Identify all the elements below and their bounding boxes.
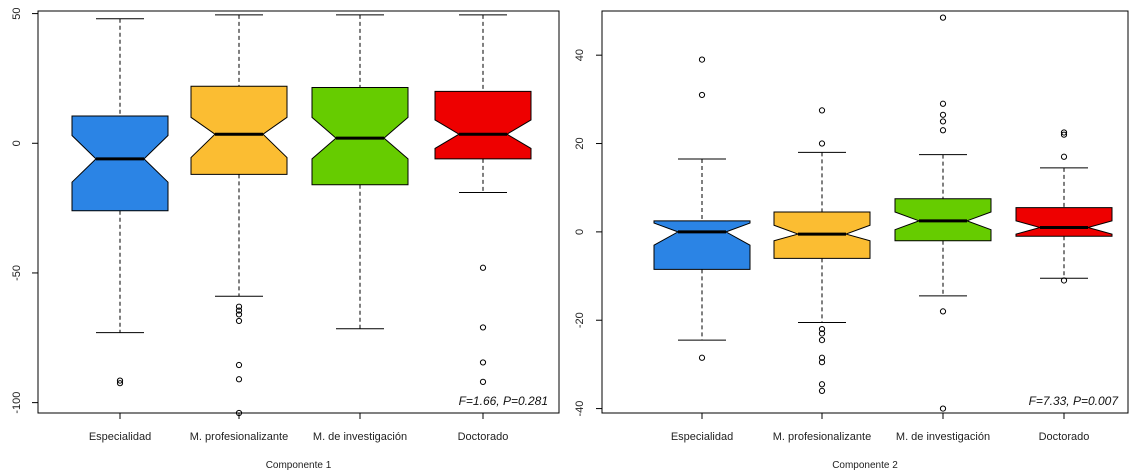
y-tick-label: 40 bbox=[574, 49, 586, 61]
stats-annotation: F=7.33, P=0.007 bbox=[1029, 394, 1120, 408]
box-m-profesionalizante bbox=[773, 107, 871, 395]
boxplot-panel-componente-2: 40 20 0 -20 -40 Especialidad M. profesionaliza… bbox=[574, 10, 1129, 471]
boxplot-panel-componente-1: 50 0 -50 -100 Especialidad M. profesionalizan… bbox=[11, 7, 560, 471]
box-m-profesionalizante bbox=[190, 14, 288, 417]
outlier-point bbox=[939, 308, 947, 315]
outlier-point bbox=[235, 311, 243, 318]
outlier-point bbox=[939, 118, 947, 125]
box-doctorado bbox=[1015, 129, 1113, 284]
outlier-point bbox=[235, 317, 243, 325]
box-m-de-investigacion bbox=[311, 14, 409, 330]
outlier-point bbox=[479, 378, 487, 385]
outlier-point bbox=[698, 56, 706, 63]
x-category-label: Doctorado bbox=[1039, 431, 1090, 443]
stats-annotation: F=1.66, P=0.281 bbox=[459, 394, 548, 408]
outlier-point bbox=[818, 330, 826, 337]
outlier-point bbox=[939, 405, 947, 412]
outlier-point bbox=[939, 14, 947, 21]
notched-box bbox=[311, 87, 409, 186]
outlier-point bbox=[818, 354, 826, 361]
x-category-label: M. profesionalizante bbox=[190, 431, 288, 443]
outlier-point bbox=[235, 307, 243, 314]
outlier-point bbox=[698, 91, 706, 99]
x-category-label: M. de investigación bbox=[313, 431, 407, 443]
notched-box bbox=[653, 220, 751, 270]
x-axis-label: Componente 2 bbox=[832, 460, 898, 471]
notched-box bbox=[71, 115, 169, 212]
plot-frame bbox=[37, 10, 560, 414]
outlier-point bbox=[818, 140, 826, 147]
x-axis-label: Componente 1 bbox=[266, 460, 332, 471]
outlier-point bbox=[235, 303, 243, 310]
box-m-de-investigacion bbox=[894, 14, 992, 412]
outlier-point bbox=[818, 107, 826, 114]
y-tick-label: -100 bbox=[11, 392, 23, 414]
outlier-point bbox=[479, 324, 487, 331]
outlier-point bbox=[818, 381, 826, 388]
y-tick-label: -20 bbox=[574, 312, 586, 328]
outlier-point bbox=[116, 380, 124, 387]
outlier-point bbox=[116, 377, 124, 384]
outlier-point bbox=[698, 354, 706, 361]
outlier-point bbox=[939, 111, 947, 118]
notched-box bbox=[434, 90, 532, 160]
box-doctorado bbox=[434, 14, 532, 385]
x-category-label: M. de investigación bbox=[896, 431, 990, 443]
outlier-point bbox=[818, 359, 826, 366]
x-category-label: M. profesionalizante bbox=[773, 431, 871, 443]
notched-box bbox=[190, 85, 288, 175]
outlier-point bbox=[1060, 277, 1068, 284]
notched-box bbox=[1015, 207, 1113, 237]
outlier-point bbox=[479, 264, 487, 271]
box-especialidad bbox=[653, 56, 751, 361]
y-tick-label: -40 bbox=[574, 401, 586, 417]
y-tick-label: 0 bbox=[574, 229, 586, 235]
outlier-point bbox=[1060, 131, 1068, 138]
outlier-point bbox=[235, 361, 243, 369]
outlier-point bbox=[479, 359, 487, 366]
y-tick-label: 20 bbox=[574, 137, 586, 149]
x-category-label: Especialidad bbox=[89, 431, 151, 443]
x-category-label: Doctorado bbox=[458, 431, 509, 443]
outlier-point bbox=[1060, 153, 1068, 160]
plot-frame bbox=[601, 10, 1129, 414]
outlier-point bbox=[939, 100, 947, 107]
x-category-label: Especialidad bbox=[671, 431, 733, 443]
outlier-point bbox=[818, 387, 826, 395]
outlier-point bbox=[818, 337, 826, 344]
outlier-point bbox=[939, 127, 947, 134]
y-tick-label: 0 bbox=[11, 140, 23, 146]
outlier-point bbox=[818, 325, 826, 333]
outlier-point bbox=[1060, 129, 1068, 136]
y-tick-label: 50 bbox=[11, 7, 23, 19]
box-especialidad bbox=[71, 18, 169, 387]
outlier-point bbox=[235, 376, 243, 383]
y-tick-label: -50 bbox=[11, 265, 23, 281]
